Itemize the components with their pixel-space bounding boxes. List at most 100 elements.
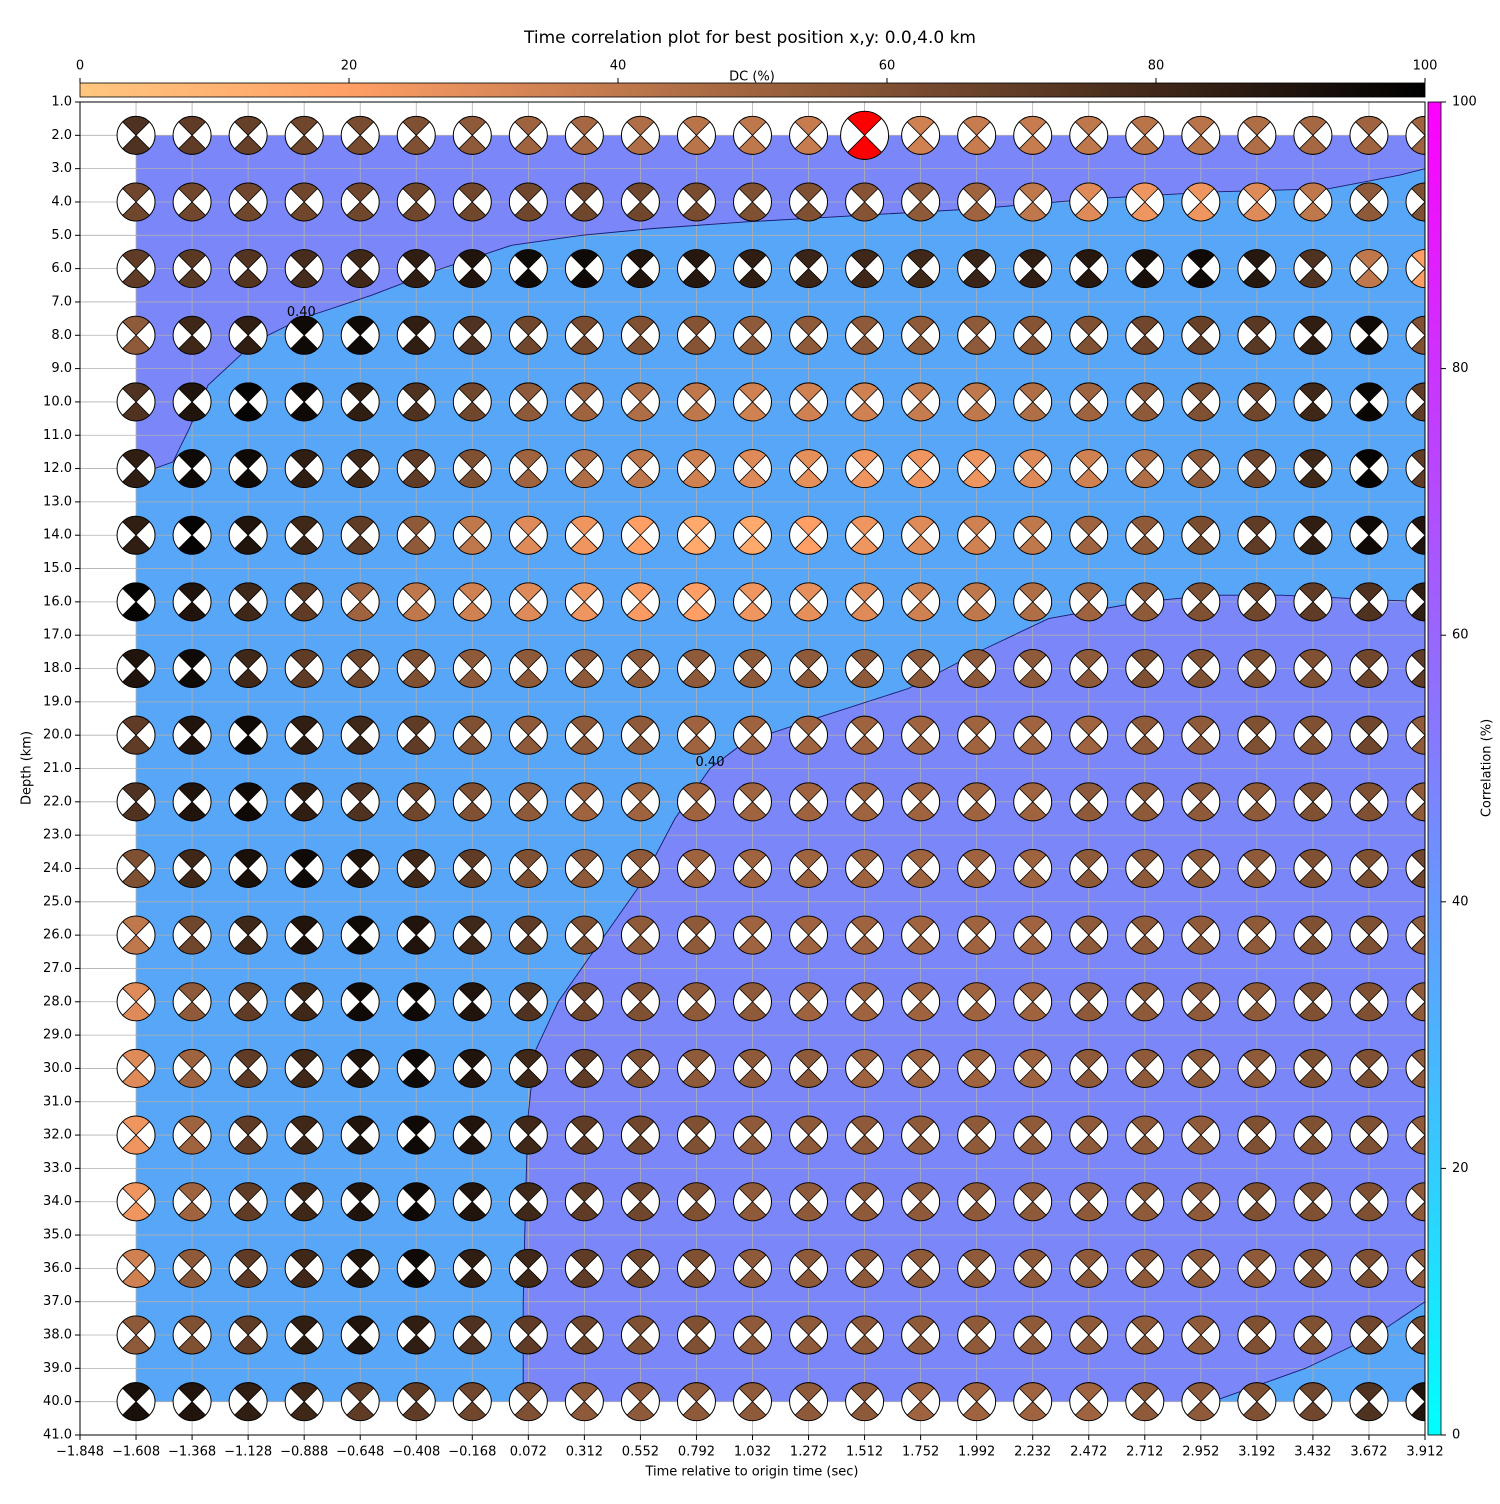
compressional-quadrant — [906, 582, 935, 622]
compressional-quadrant — [962, 515, 991, 555]
compressional-quadrant — [1018, 649, 1047, 688]
beachball — [620, 715, 660, 755]
x-tick-label: −1.848 — [56, 1445, 104, 1460]
beachball — [340, 249, 380, 289]
beachball — [1013, 315, 1053, 355]
beachball — [1349, 782, 1389, 822]
compressional-quadrant — [1298, 315, 1327, 355]
beachball — [845, 382, 885, 422]
compressional-quadrant — [570, 1249, 599, 1288]
y-tick-label: 41.0 — [43, 1428, 72, 1443]
beachball — [1125, 249, 1165, 289]
compressional-quadrant — [122, 115, 151, 155]
compressional-quadrant — [1410, 1182, 1425, 1222]
compressional-quadrant — [626, 382, 655, 422]
compressional-quadrant — [906, 849, 935, 888]
beachball — [957, 848, 997, 888]
compressional-quadrant — [458, 915, 487, 955]
compressional-quadrant — [1410, 115, 1425, 155]
compressional-quadrant — [1074, 449, 1103, 488]
compressional-quadrant — [458, 582, 487, 622]
beachball — [620, 182, 660, 222]
compressional-quadrant — [962, 382, 991, 422]
compressional-quadrant — [1074, 315, 1103, 355]
beachball — [1125, 782, 1165, 822]
compressional-quadrant — [1186, 782, 1215, 822]
beachball — [957, 1048, 997, 1088]
compressional-quadrant — [1298, 982, 1327, 1022]
compressional-quadrant — [1298, 1315, 1327, 1355]
beachball — [172, 515, 212, 555]
compressional-quadrant — [458, 515, 487, 555]
compressional-quadrant — [1242, 915, 1271, 955]
compressional-quadrant — [458, 849, 487, 888]
beachball — [789, 1248, 829, 1288]
compressional-quadrant — [626, 1049, 655, 1088]
beachball — [901, 649, 941, 689]
compressional-quadrant — [794, 782, 823, 822]
beachball — [620, 1048, 660, 1088]
compressional-quadrant — [1130, 515, 1159, 555]
beachball — [340, 182, 380, 222]
compressional-quadrant — [1354, 1315, 1383, 1355]
compressional-quadrant — [850, 315, 879, 355]
compressional-quadrant — [514, 449, 543, 488]
compressional-quadrant — [626, 782, 655, 822]
compressional-quadrant — [1298, 1182, 1327, 1222]
beachball — [396, 382, 436, 422]
compressional-quadrant — [850, 449, 879, 488]
beachball — [228, 1315, 268, 1355]
compressional-quadrant — [794, 849, 823, 888]
beachball — [340, 848, 380, 888]
beachball — [957, 982, 997, 1022]
compressional-quadrant — [794, 649, 823, 688]
compressional-quadrant — [458, 315, 487, 355]
compressional-quadrant — [458, 1182, 487, 1222]
beachball — [1293, 515, 1333, 555]
compressional-quadrant — [458, 249, 487, 288]
compressional-quadrant — [626, 249, 655, 288]
beachball — [1349, 1115, 1389, 1155]
beachball — [1181, 715, 1221, 755]
beachball — [284, 1248, 324, 1288]
compressional-quadrant — [962, 1182, 991, 1222]
compressional-quadrant — [570, 649, 599, 688]
beachball — [1293, 982, 1333, 1022]
beachball — [508, 1048, 548, 1088]
beachball — [284, 315, 324, 355]
compressional-quadrant — [122, 1382, 151, 1422]
beachball — [508, 715, 548, 755]
beachball — [1237, 1182, 1277, 1222]
compressional-quadrant — [1130, 582, 1159, 622]
beachball — [284, 649, 324, 689]
compressional-quadrant — [906, 449, 935, 488]
beachball — [340, 515, 380, 555]
compressional-quadrant — [1242, 1315, 1271, 1355]
beachball — [284, 1182, 324, 1222]
compressional-quadrant — [1074, 649, 1103, 688]
compressional-quadrant — [1242, 515, 1271, 555]
compressional-quadrant — [1298, 115, 1327, 155]
compressional-quadrant — [178, 915, 207, 955]
compressional-quadrant — [1018, 982, 1047, 1022]
y-tick-label: 29.0 — [43, 1028, 72, 1043]
compressional-quadrant — [626, 1182, 655, 1222]
beachball — [957, 1115, 997, 1155]
beachball — [340, 715, 380, 755]
beachball — [620, 982, 660, 1022]
beachball — [1069, 1115, 1109, 1155]
compressional-quadrant — [682, 982, 711, 1022]
compressional-quadrant — [1130, 1182, 1159, 1222]
compressional-quadrant — [234, 1315, 263, 1355]
beachball — [284, 582, 324, 622]
dc-tick-label: 0 — [76, 59, 84, 74]
beachball — [1237, 449, 1277, 489]
beachball — [957, 649, 997, 689]
compressional-quadrant — [794, 249, 823, 288]
beachball — [284, 515, 324, 555]
compressional-quadrant — [1186, 249, 1215, 288]
beachball — [901, 1315, 941, 1355]
x-tick-label: 1.752 — [902, 1445, 939, 1460]
beachball — [116, 582, 156, 622]
beachball — [508, 982, 548, 1022]
